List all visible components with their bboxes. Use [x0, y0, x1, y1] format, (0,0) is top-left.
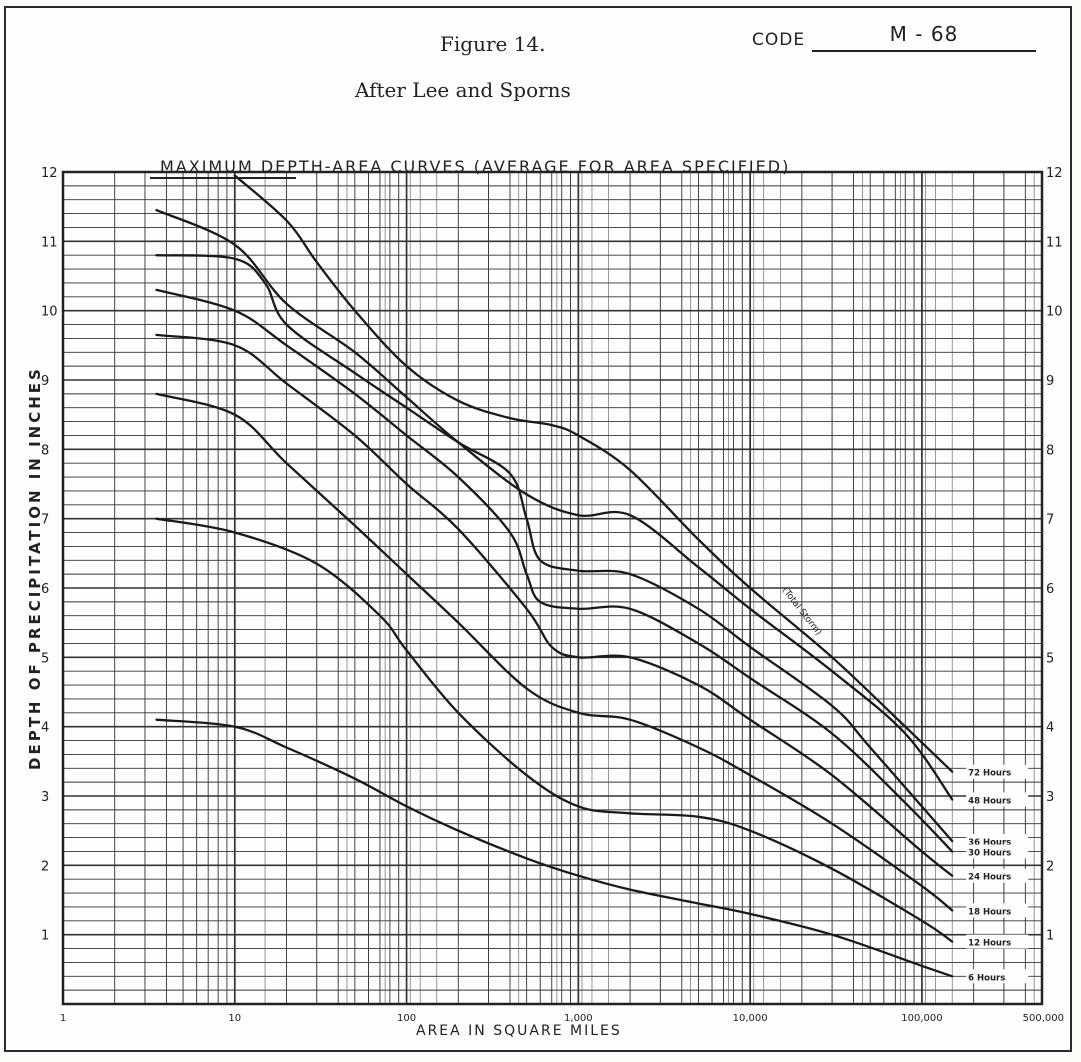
y-tick-label-left: 1 [41, 929, 49, 944]
y-tick-label-right: 11 [1046, 235, 1063, 250]
figure-title: Figure 14. [440, 32, 546, 56]
y-tick-label-left: 8 [41, 443, 49, 458]
series-line-36-hours [155, 254, 954, 843]
x-tick-label: 100,000 [901, 1013, 942, 1024]
x-tick-label: 500,000 [1023, 1013, 1064, 1024]
x-tick-label: 10 [228, 1013, 241, 1024]
y-tick-label-left: 9 [41, 374, 49, 389]
y-tick-label-right: 12 [1046, 166, 1063, 181]
figure-frame [4, 6, 1072, 1052]
series-label-bg-12-hours [966, 934, 1029, 949]
series-label-48-hours: 48 Hours [968, 796, 1011, 806]
series-label-72-hours: 72 Hours [968, 769, 1011, 779]
series-label-6-hours: 6 Hours [968, 973, 1005, 983]
series-label-bg-18-hours [966, 903, 1029, 918]
y-tick-label-right: 1 [1046, 929, 1054, 944]
y-tick-label-left: 11 [41, 235, 58, 250]
series-label-18-hours: 18 Hours [968, 907, 1011, 917]
y-tick-label-right: 5 [1046, 651, 1054, 666]
y-tick-label-right: 8 [1046, 443, 1054, 458]
series-line-30-hours [155, 288, 954, 853]
y-tick-label-left: 6 [41, 582, 49, 597]
y-tick-label-right: 10 [1046, 305, 1063, 320]
series-label-36-hours: 36 Hours [968, 838, 1011, 848]
y-tick-label-left: 7 [41, 513, 49, 528]
series-line-72-hours [233, 174, 954, 773]
x-tick-label: 1 [60, 1013, 66, 1024]
code-value: M - 68 [812, 22, 1036, 52]
series-layer [155, 174, 954, 978]
series-line-48-hours [155, 208, 954, 801]
series-label-bg-30-hours [966, 844, 1029, 859]
y-tick-label-right: 2 [1046, 859, 1054, 874]
series-label-30-hours: 30 Hours [968, 848, 1011, 858]
code-label: CODE [752, 30, 806, 50]
series-label-bg-6-hours [966, 969, 1029, 984]
y-tick-label-right: 7 [1046, 513, 1054, 528]
series-label-12-hours: 12 Hours [968, 939, 1011, 949]
y-tick-label-left: 5 [41, 651, 49, 666]
x-tick-label: 1,000 [564, 1013, 593, 1024]
y-tick-label-right: 6 [1046, 582, 1054, 597]
subtitle: After Lee and Sporns [355, 78, 571, 102]
series-line-6-hours [155, 718, 954, 978]
y-tick-label-left: 4 [41, 721, 49, 736]
x-axis-label: AREA IN SQUARE MILES [416, 1023, 622, 1039]
chart-title: MAXIMUM DEPTH-AREA CURVES (AVERAGE FOR A… [160, 157, 790, 176]
y-tick-label-left: 10 [41, 305, 58, 320]
series-label-24-hours: 24 Hours [968, 873, 1011, 883]
y-tick-label-right: 3 [1046, 790, 1054, 805]
series-line-24-hours [155, 333, 954, 877]
series-line-18-hours [155, 392, 954, 912]
plot-border [61, 170, 1044, 1006]
x-tick-label: 100 [397, 1013, 416, 1024]
y-tick-label-left: 3 [41, 790, 49, 805]
series-line-12-hours [155, 517, 954, 943]
y-tick-label-left: 12 [41, 166, 58, 181]
x-tick-label: 10,000 [733, 1013, 768, 1024]
series-label-bg-24-hours [966, 868, 1029, 883]
y-tick-label-right: 9 [1046, 374, 1054, 389]
y-tick-label-left: 2 [41, 859, 49, 874]
series-label-bg-72-hours [966, 764, 1029, 779]
y-tick-label-right: 4 [1046, 721, 1054, 736]
y-axis-label: DEPTH OF PRECIPITATION IN INCHES [26, 366, 44, 770]
series-label-bg-48-hours [966, 792, 1029, 807]
